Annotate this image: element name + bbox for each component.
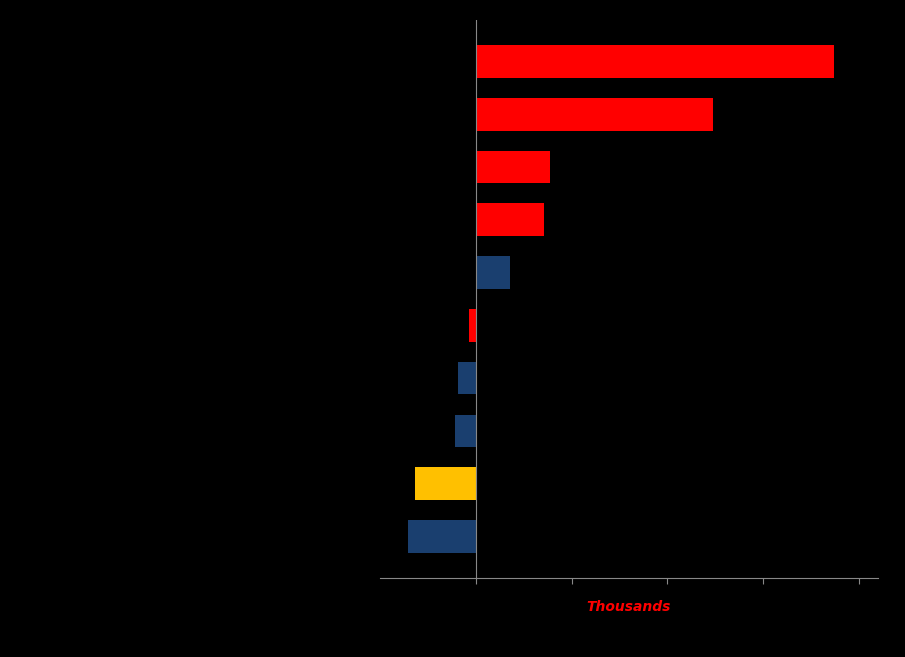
Bar <box>476 98 713 131</box>
Bar <box>458 362 476 394</box>
Bar <box>476 150 550 183</box>
Bar <box>407 520 476 553</box>
Bar <box>454 415 476 447</box>
Bar <box>476 204 544 236</box>
X-axis label: Thousands: Thousands <box>586 600 672 614</box>
Bar <box>470 309 476 342</box>
Bar <box>476 45 834 78</box>
Bar <box>414 467 476 500</box>
Bar <box>476 256 510 289</box>
